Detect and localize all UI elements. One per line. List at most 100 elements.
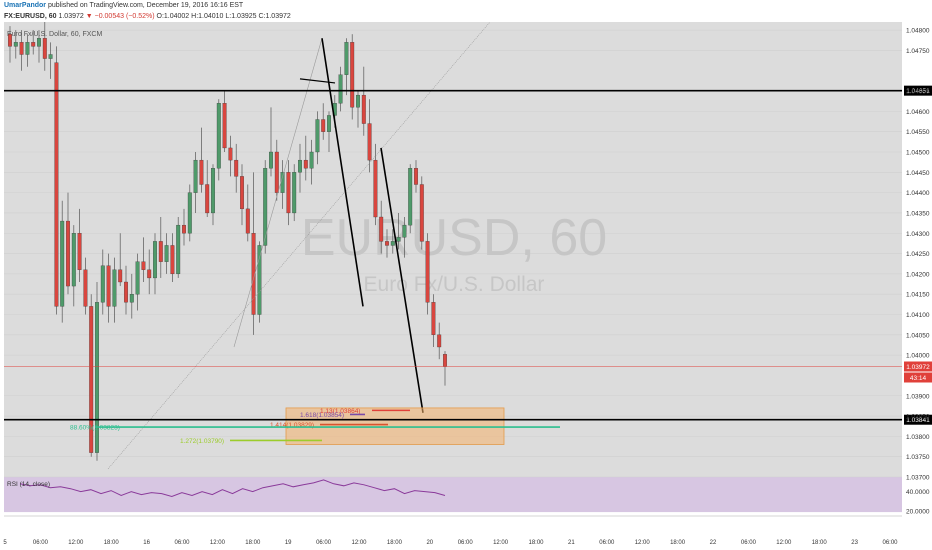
candle-up [408,168,413,226]
x-tick-label: 18:00 [670,540,686,546]
level-label: 1.03841 [906,417,930,424]
candle-down [118,269,123,283]
rsi-tick-label: 40.0000 [906,489,930,496]
rsi-legend: RSI (14, close) [7,481,50,488]
level-label: 1.03972 [906,364,930,371]
trend-line-thin [233,38,323,348]
countdown-label: 43:14 [910,375,927,382]
x-tick-label: 06:00 [174,540,190,546]
candle-up [292,172,297,214]
countdown-badge [904,372,932,383]
candle-up [356,94,360,108]
x-tick-label: 06:00 [882,540,898,546]
candle-down [19,42,24,55]
candle-up [129,294,134,303]
x-tick-label: 18:00 [528,540,544,546]
y-tick-label: 1.03750 [906,454,930,461]
publish-info: published on TradingView.com, December 1… [47,2,244,9]
y-tick-label: 1.04800 [906,28,930,35]
watermark-name: Euro Fx/U.S. Dollar [364,273,545,296]
candle-down [437,334,442,348]
candle-down [89,306,94,453]
candle-up [71,233,76,287]
x-tick-label: 12:00 [635,540,651,546]
chart-legend: Euro Fx/U.S. Dollar, 60, FXCM [7,31,102,38]
y-tick-label: 1.04250 [906,251,930,258]
candle-down [42,38,47,59]
candle-down [373,159,378,218]
rsi-tick-label: 20.0000 [906,509,930,516]
candle-up [37,38,41,47]
x-tick-label: 12:00 [493,540,509,546]
y-tick-label: 1.04550 [906,129,930,136]
fib-label: 88.60%(1.03823) [70,425,120,432]
candle-down [182,224,186,234]
candle-down [361,94,366,124]
candle-down [303,159,308,169]
symbol-line: FX:EURUSD, 60 1.03972 ▼ −0.00543 (−0.52%… [4,13,291,20]
candle-down [199,159,204,185]
y-tick-label: 1.03700 [906,475,930,482]
x-tick-label: 16 [143,540,150,546]
x-tick-label: 21 [568,540,575,546]
candle-up [13,42,18,47]
author-name[interactable]: UmarPandor [4,2,47,9]
candle-down [350,42,355,108]
y-tick-label: 1.04300 [906,231,930,238]
y-tick-label: 1.04050 [906,332,930,339]
candle-down [228,147,233,161]
fib-label: 1.414(1.03829) [270,422,314,429]
y-tick-label: 1.04750 [906,48,930,55]
pattern-leg-1 [321,38,364,307]
candle-up [309,151,314,169]
candle-up [135,261,140,295]
candle-down [77,233,82,270]
x-tick-label: 22 [710,540,717,546]
last-price: 1.03972 [58,13,84,20]
candle-down [431,302,436,335]
candle-up [176,224,181,275]
candle-up [390,241,395,246]
target-zone [285,407,505,445]
candle-down [170,245,175,275]
symbol-name: FX:EURUSD, 60 [4,13,57,20]
candle-down [286,172,291,214]
candle-down [425,241,430,303]
candle-up [402,224,407,238]
candle-up [338,74,343,104]
candle-down [147,269,152,279]
candle-up [263,168,268,246]
candle-up [327,115,331,132]
y-tick-label: 1.03900 [906,393,930,400]
x-tick-label: 12:00 [776,540,792,546]
candle-down [234,159,239,177]
candle-up [193,159,198,193]
y-tick-label: 1.04200 [906,271,930,278]
rsi-band [4,477,902,513]
x-tick-label: 18:00 [104,540,120,546]
y-tick-label: 1.04600 [906,109,930,116]
x-tick-label: 18:00 [387,540,403,546]
candle-down [124,281,128,303]
x-tick-label: 06:00 [458,540,474,546]
candle-down [8,34,12,47]
level-label: 1.04651 [906,88,930,95]
x-tick-label: 19 [285,540,292,546]
candle-up [344,42,349,75]
y-tick-label: 1.04100 [906,312,930,319]
candle-up [280,172,285,193]
candle-down [141,261,146,270]
pattern-leg-2 [380,147,424,413]
ohlc-values: O:1.04002 H:1.04010 L:1.03925 C:1.03972 [156,13,291,20]
rsi-line [19,479,446,498]
x-tick-label: 12:00 [351,540,367,546]
candle-down [54,62,59,307]
candle-down [367,123,372,161]
candle-up [112,269,117,307]
candle-up [269,151,273,169]
candle-up [153,241,157,279]
candle-down [66,220,70,287]
candle-down [222,103,227,149]
fib-label: 1.618(1.03854) [300,412,344,419]
